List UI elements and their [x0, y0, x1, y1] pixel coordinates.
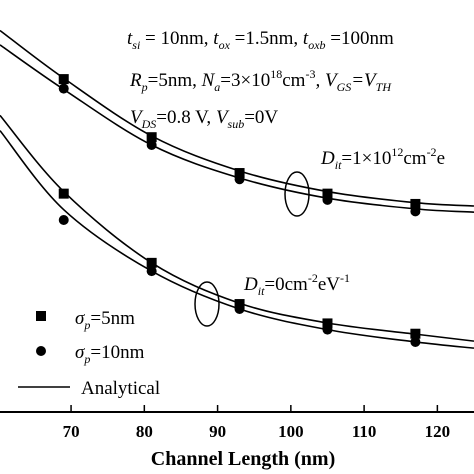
data-point-circle: [58, 215, 69, 226]
x-axis-ticks: 70 80 90 100 110 120: [63, 405, 451, 441]
data-point-circle: [322, 324, 333, 335]
x-tick-label: 110: [352, 422, 377, 441]
data-point-square: [234, 168, 245, 179]
x-axis-title: Channel Length (nm): [151, 448, 335, 470]
data-point-square: [322, 188, 333, 199]
data-point-square: [146, 257, 157, 268]
data-point-square: [410, 328, 421, 339]
x-tick-label: 120: [425, 422, 451, 441]
x-tick-label: 80: [136, 422, 153, 441]
data-point-circle: [234, 304, 245, 314]
annotation-dit-zero: Dit=0cm-2eV-1: [243, 271, 350, 298]
x-tick-label: 90: [209, 422, 226, 441]
x-tick-label: 70: [63, 422, 80, 441]
data-point-circle: [234, 174, 245, 185]
param-line-3: VDS=0.8 V, Vsub=0V: [130, 107, 278, 131]
legend-square-marker: [36, 311, 46, 321]
group-ellipse-zero: [194, 281, 220, 327]
legend-circle-marker: [36, 346, 46, 356]
legend: σp=5nm σp=10nm Analytical: [18, 308, 160, 399]
data-point-square: [322, 318, 333, 329]
data-point-circle: [322, 194, 333, 205]
legend-label-5nm: σp=5nm: [75, 308, 135, 332]
data-point-circle: [58, 83, 69, 94]
param-line-1: tsi = 10nm, tox =1.5nm, toxb =100nm: [127, 28, 394, 52]
data-point-square: [410, 198, 421, 209]
data-point-circle: [146, 266, 157, 277]
data-point-circle: [410, 206, 421, 217]
data-markers: [58, 74, 421, 347]
data-point-square: [58, 188, 69, 199]
data-point-square: [58, 74, 69, 85]
legend-label-10nm: σp=10nm: [75, 342, 145, 366]
data-point-circle: [410, 336, 421, 347]
annotation-dit-high: Dit=1×1012cm-2e: [320, 145, 445, 172]
data-point-circle: [146, 140, 157, 151]
x-tick-label: 100: [278, 422, 304, 441]
legend-label-analytical: Analytical: [81, 378, 160, 399]
param-line-2: Rp=5nm, Na=3×1018cm-3, VGS=VTH: [129, 67, 392, 94]
analytical-curve: [0, 130, 474, 349]
data-point-square: [146, 132, 157, 143]
